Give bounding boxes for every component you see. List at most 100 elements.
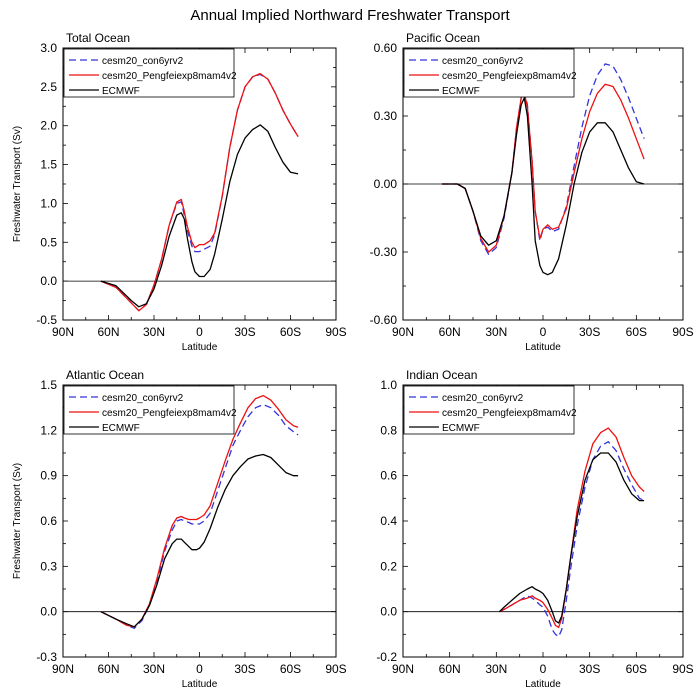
y-tick-label: 0.30 — [374, 109, 398, 123]
x-axis-label: Latitude — [182, 679, 218, 690]
y-tick-label: 3.0 — [40, 41, 57, 55]
x-tick-label: 90N — [52, 325, 74, 339]
legend: cesm20_con6yrv2 cesm20_Pengfeiexp8mam4v2 E… — [403, 385, 577, 435]
y-tick-label: 0.00 — [374, 177, 398, 191]
x-tick-label: 60N — [439, 662, 461, 676]
y-tick-label: 0.60 — [374, 41, 398, 55]
legend-label: ECMWF — [102, 423, 140, 434]
y-tick-label: -0.3 — [36, 650, 57, 664]
chart-panel-2: 90N 60N 30N 0 30S 60S 90S -0.60 -0.30 0.00 0.30 0.6… — [370, 31, 694, 353]
x-tick-label: 0 — [196, 662, 203, 676]
y-tick-label: 1.0 — [380, 378, 397, 392]
x-tick-label: 90S — [325, 662, 346, 676]
legend-label: ECMWF — [442, 86, 480, 97]
y-tick-label: 0.0 — [380, 605, 397, 619]
series-line-cesm20_Pengfeiexp8mam4v2 — [441, 83, 645, 253]
series-line-cesm20_con6yrv2 — [441, 63, 645, 255]
x-tick-label: 30S — [234, 325, 255, 339]
legend-label: cesm20_Pengfeiexp8mam4v2 — [442, 408, 577, 419]
y-tick-label: 1.0 — [40, 196, 57, 210]
legend-box — [63, 385, 235, 435]
y-tick-label: 0.9 — [40, 469, 57, 483]
x-tick-label: 30N — [143, 662, 165, 676]
x-tick-label: 60S — [626, 325, 647, 339]
y-tick-label: 0.5 — [40, 235, 57, 249]
chart-panel-4: 90N 60N 30N 0 30S 60S 90S -0.2 0.0 0.2 0.4 0.6 0.8 1.… — [376, 368, 693, 690]
y-tick-label: 0.0 — [40, 274, 57, 288]
x-tick-label: 60S — [626, 662, 647, 676]
y-tick-label: 0.0 — [40, 605, 57, 619]
legend-label: ECMWF — [102, 86, 140, 97]
x-axis-label: Latitude — [182, 342, 218, 353]
x-tick-label: 0 — [540, 662, 547, 676]
legend-label: ECMWF — [442, 423, 480, 434]
y-tick-label: 0.8 — [380, 423, 397, 437]
x-tick-label: 30N — [485, 662, 507, 676]
y-tick-label: 2.5 — [40, 80, 57, 94]
legend-label: cesm20_Pengfeiexp8mam4v2 — [442, 71, 577, 82]
y-tick-label: 1.5 — [40, 158, 57, 172]
x-tick-label: 90S — [672, 325, 693, 339]
legend: cesm20_con6yrv2 cesm20_Pengfeiexp8mam4v2 E… — [63, 385, 237, 435]
y-tick-label: -0.2 — [376, 650, 397, 664]
x-tick-label: 30N — [485, 325, 507, 339]
x-tick-label: 60S — [280, 662, 301, 676]
x-tick-label: 0 — [540, 325, 547, 339]
panel-title: Indian Ocean — [406, 368, 477, 382]
chart-panel-1: 90N 60N 30N 0 30S 60S 90S -0.5 0.0 0.5 1.0 1.5 2.0 2.… — [12, 31, 347, 353]
legend-box — [403, 48, 575, 98]
series-line-ECMWF — [441, 97, 645, 276]
x-tick-label: 90N — [392, 662, 414, 676]
y-tick-label: -0.5 — [36, 313, 57, 327]
x-tick-label: 90S — [325, 325, 346, 339]
y-tick-label: 0.6 — [380, 469, 397, 483]
y-tick-label: 1.5 — [40, 378, 57, 392]
panel-title: Total Ocean — [66, 31, 130, 45]
y-axis-label: Freshwater Transport (Sv) — [12, 126, 23, 242]
legend-label: cesm20_con6yrv2 — [102, 393, 184, 404]
panel-title: Pacific Ocean — [406, 31, 480, 45]
x-tick-label: 30S — [579, 662, 600, 676]
y-tick-label: -0.30 — [370, 245, 398, 259]
x-axis-label: Latitude — [525, 342, 561, 353]
y-tick-label: 1.2 — [40, 423, 57, 437]
figure-title: Annual Implied Northward Freshwater Tran… — [190, 7, 510, 24]
x-tick-label: 30N — [143, 325, 165, 339]
legend-box — [63, 48, 235, 98]
x-tick-label: 90N — [52, 662, 74, 676]
series-line-ECMWF — [100, 453, 299, 628]
x-tick-label: 30S — [579, 325, 600, 339]
legend-box — [403, 385, 575, 435]
legend: cesm20_con6yrv2 cesm20_Pengfeiexp8mam4v2 E… — [63, 48, 237, 98]
legend-label: cesm20_Pengfeiexp8mam4v2 — [102, 71, 237, 82]
y-tick-label: 0.2 — [380, 559, 397, 573]
series-line-cesm20_Pengfeiexp8mam4v2 — [100, 72, 299, 312]
legend: cesm20_con6yrv2 cesm20_Pengfeiexp8mam4v2 E… — [403, 48, 577, 98]
series-line-cesm20_Pengfeiexp8mam4v2 — [499, 427, 645, 629]
x-tick-label: 30S — [234, 662, 255, 676]
x-tick-label: 90S — [672, 662, 693, 676]
legend-label: cesm20_Pengfeiexp8mam4v2 — [102, 408, 237, 419]
legend-label: cesm20_con6yrv2 — [102, 56, 184, 67]
x-tick-label: 60N — [439, 325, 461, 339]
y-tick-label: 0.6 — [40, 514, 57, 528]
y-tick-label: -0.60 — [370, 313, 398, 327]
x-tick-label: 0 — [196, 325, 203, 339]
x-axis-label: Latitude — [525, 679, 561, 690]
series-line-cesm20_con6yrv2 — [100, 403, 299, 629]
y-axis-label: Freshwater Transport (Sv) — [12, 463, 23, 579]
panel-title: Atlantic Ocean — [66, 368, 144, 382]
series-line-cesm20_con6yrv2 — [100, 73, 299, 312]
series-line-ECMWF — [498, 452, 645, 624]
x-tick-label: 60N — [97, 325, 119, 339]
x-tick-label: 90N — [392, 325, 414, 339]
series-line-cesm20_con6yrv2 — [499, 441, 645, 638]
series-line-ECMWF — [100, 124, 299, 308]
y-tick-label: 0.3 — [40, 559, 57, 573]
y-tick-label: 0.4 — [380, 514, 397, 528]
legend-label: cesm20_con6yrv2 — [442, 56, 524, 67]
chart-panel-3: 90N 60N 30N 0 30S 60S 90S -0.3 0.0 0.3 0.6 0.9 1.2 1.… — [12, 368, 347, 690]
y-tick-label: 2.0 — [40, 119, 57, 133]
